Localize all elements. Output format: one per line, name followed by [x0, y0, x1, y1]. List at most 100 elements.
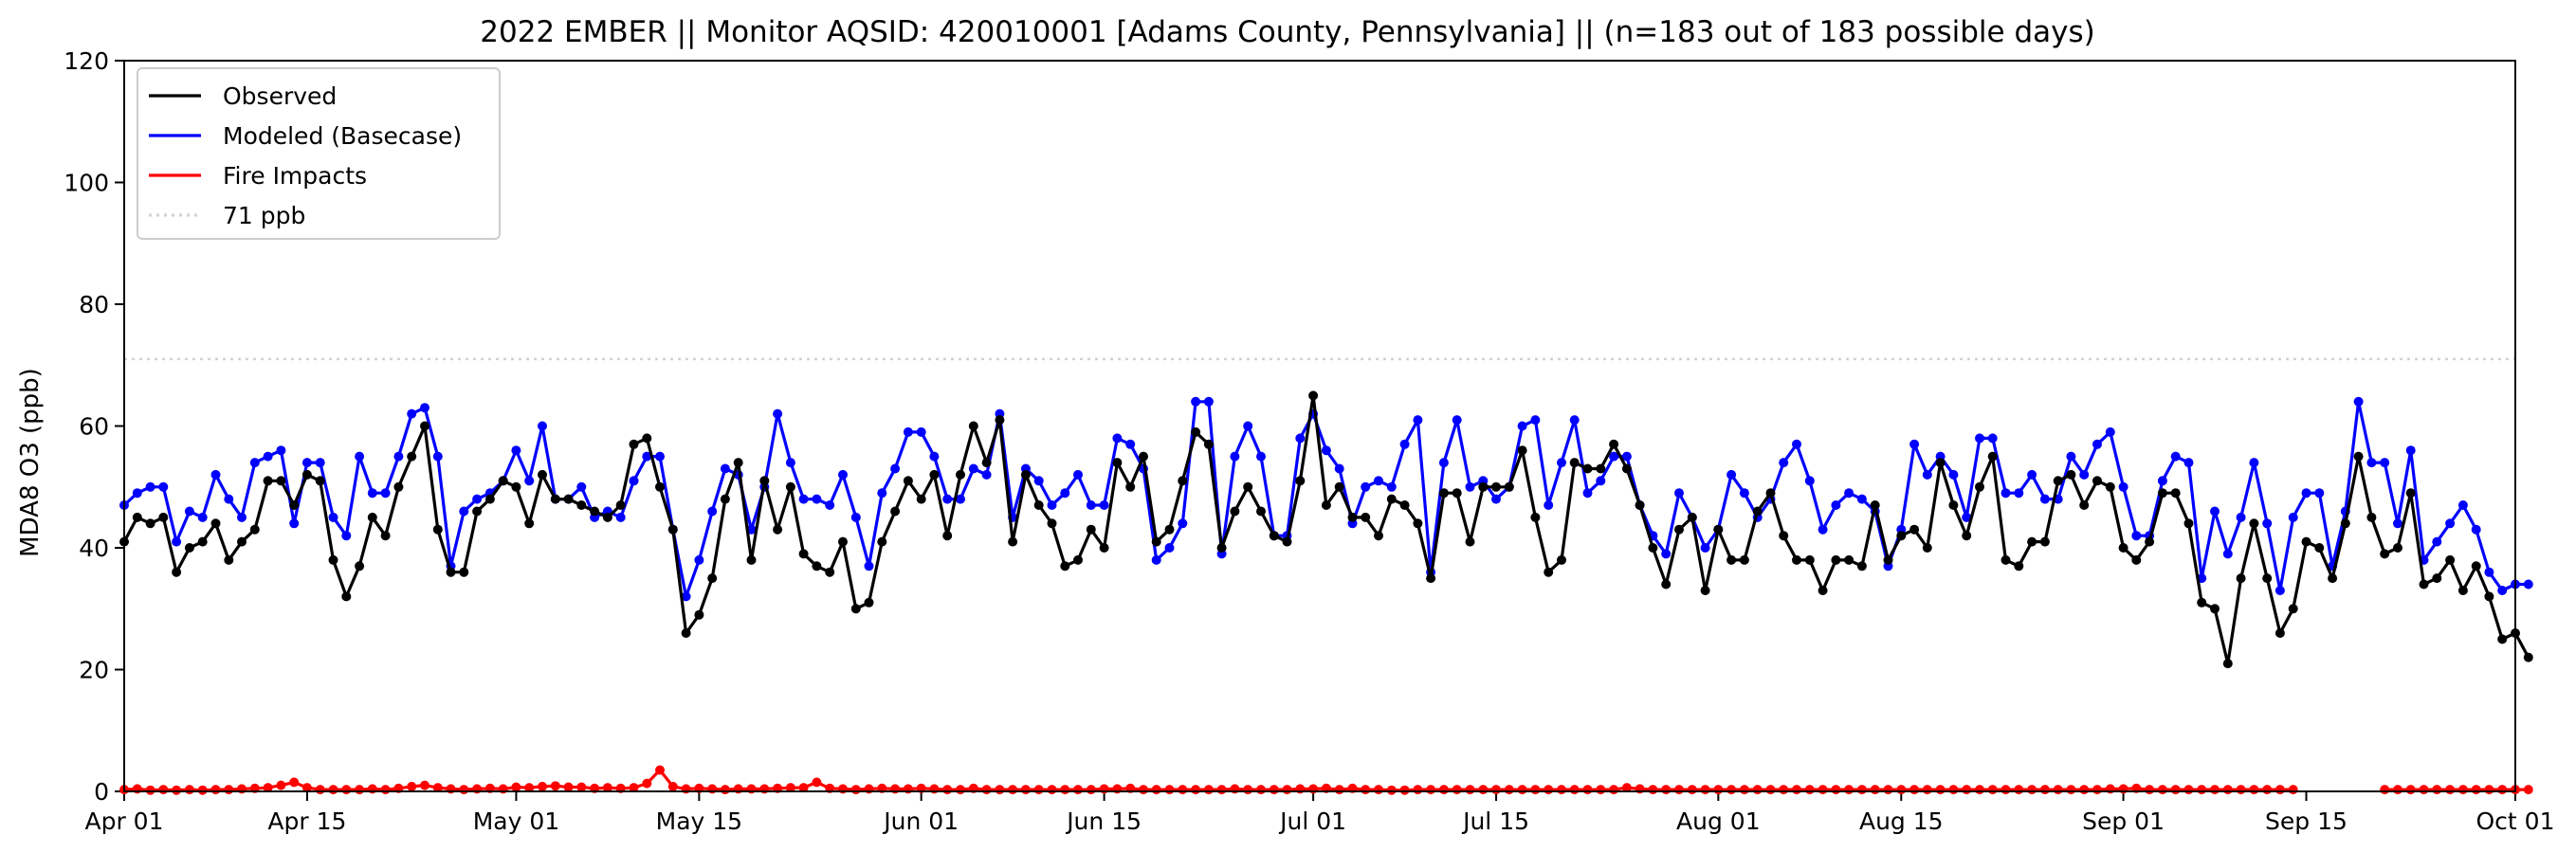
data-point [956, 494, 965, 504]
y-axis-label: MDA8 O3 (ppb) [16, 368, 45, 557]
data-point [2183, 518, 2194, 529]
data-point [184, 543, 194, 553]
data-point [224, 785, 234, 795]
data-point [1765, 785, 1776, 795]
data-point [1269, 531, 1279, 541]
data-point [1752, 785, 1763, 795]
data-point [1596, 463, 1606, 474]
data-point [746, 554, 757, 565]
data-point [2275, 628, 2285, 638]
data-point [341, 785, 352, 795]
data-point [1047, 500, 1057, 510]
data-point [812, 494, 822, 504]
data-point [2145, 536, 2155, 547]
data-point [642, 778, 652, 789]
data-point [328, 554, 338, 565]
data-point [890, 463, 901, 474]
data-point [1621, 463, 1632, 474]
data-point [1700, 785, 1710, 795]
data-point [2236, 573, 2246, 584]
data-point [511, 445, 521, 456]
data-point [1504, 785, 1514, 795]
data-point [2314, 488, 2325, 499]
data-point [2380, 549, 2390, 559]
x-tick-label: Apr 01 [84, 808, 163, 835]
data-point [484, 494, 495, 504]
data-point [2366, 458, 2377, 468]
x-tick-label: Sep 01 [2082, 808, 2165, 835]
data-point [2288, 512, 2298, 522]
data-point [1792, 554, 1801, 565]
data-point [942, 785, 953, 795]
data-point [681, 591, 691, 602]
data-point [2092, 476, 2102, 486]
data-point [2092, 785, 2102, 795]
data-point [2353, 451, 2364, 462]
data-point [2001, 488, 2011, 499]
data-point [2249, 785, 2259, 795]
data-point [1544, 567, 1554, 577]
data-point [1621, 451, 1632, 462]
data-point [2484, 591, 2494, 602]
data-point [773, 524, 783, 535]
data-point [1582, 488, 1593, 499]
data-point [2210, 604, 2220, 614]
data-point [2405, 445, 2416, 456]
data-point [1856, 494, 1867, 504]
data-point [1125, 439, 1136, 449]
data-point [1621, 783, 1632, 793]
data-point [1374, 785, 1383, 795]
data-point [929, 469, 940, 480]
data-point [1804, 785, 1815, 795]
data-point [1739, 554, 1749, 565]
data-point [1909, 785, 1920, 795]
data-point [694, 609, 704, 620]
data-point [720, 494, 730, 504]
data-point [995, 785, 1005, 795]
data-point [2001, 785, 2011, 795]
data-point [1935, 785, 1946, 795]
data-point [459, 567, 469, 577]
data-point [1203, 439, 1214, 449]
data-point [145, 785, 155, 795]
data-point [2340, 518, 2350, 529]
data-point [1909, 439, 1920, 449]
data-point [1060, 561, 1070, 572]
data-point [1687, 512, 1697, 522]
data-point [1713, 785, 1724, 795]
data-point [1779, 531, 1789, 541]
data-point [2131, 531, 2142, 541]
data-point [2393, 543, 2402, 553]
data-point [538, 421, 547, 431]
data-point [341, 531, 352, 541]
data-point [825, 567, 835, 577]
data-point [2066, 785, 2076, 795]
data-point [1178, 518, 1188, 529]
data-point [1557, 458, 1566, 468]
data-point [1465, 536, 1475, 547]
data-point [2105, 426, 2115, 437]
data-point [1491, 785, 1501, 795]
data-point [1269, 785, 1279, 795]
data-point [1033, 785, 1044, 795]
data-point [380, 531, 391, 541]
data-point [2445, 518, 2456, 529]
data-point [1438, 488, 1449, 499]
data-point [197, 512, 208, 522]
data-point [1099, 500, 1109, 510]
data-point [1818, 586, 1828, 595]
data-point [1922, 543, 1932, 553]
data-point [1818, 785, 1828, 795]
data-point [1883, 554, 1893, 565]
data-point [2445, 785, 2456, 795]
data-point [1870, 500, 1880, 510]
data-point [1086, 524, 1096, 535]
data-point [655, 451, 665, 462]
data-point [890, 506, 901, 517]
data-point [1020, 469, 1031, 480]
data-point [1452, 785, 1462, 795]
data-point [1374, 476, 1383, 486]
data-point [197, 536, 208, 547]
data-point [1139, 785, 1148, 795]
data-point [1779, 458, 1789, 468]
